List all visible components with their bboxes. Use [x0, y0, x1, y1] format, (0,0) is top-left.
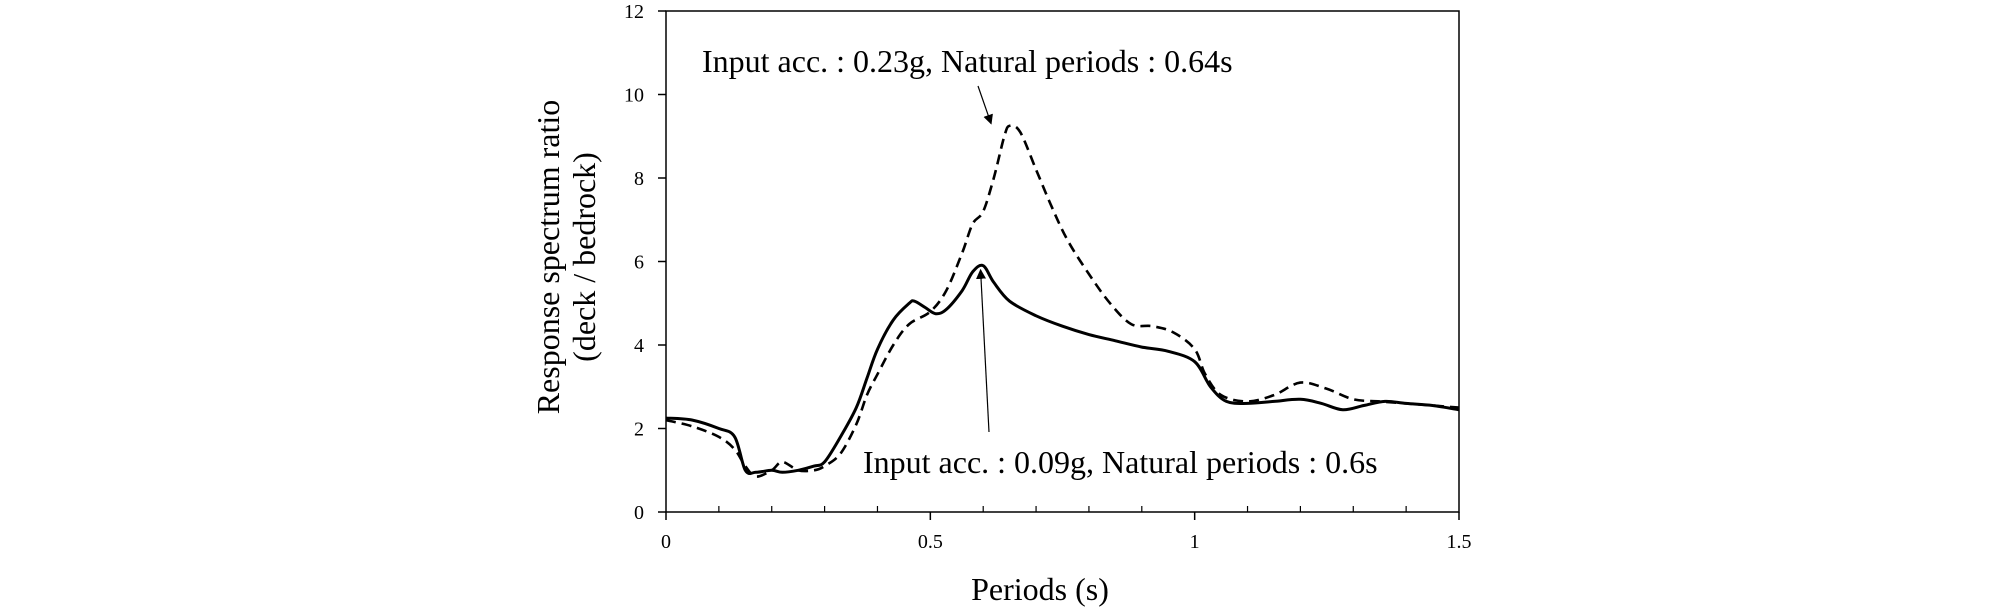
- dashed-series-line: [665, 124, 1460, 478]
- x-axis-title: Periods (s): [971, 571, 1109, 607]
- y-tick-label: 10: [624, 85, 644, 107]
- y-axis-title-line-2: (deck / bedrock): [566, 152, 602, 362]
- y-tick-label: 6: [634, 252, 644, 274]
- y-axis-title-line-1: Response spectrum ratio: [530, 100, 566, 415]
- series-group: [665, 124, 1460, 478]
- solid-series-line: [665, 263, 1460, 476]
- y-tick-label: 8: [634, 168, 644, 190]
- x-tick-label: 1: [1190, 531, 1200, 553]
- plot-frame: [665, 10, 1460, 513]
- annotation-arrow: [976, 268, 990, 433]
- axes: 0 2 4 6 8 10 12 0 0.5 1 1.5: [624, 1, 1472, 553]
- y-tick-label: 2: [634, 419, 644, 441]
- y-tick-label: 12: [624, 1, 644, 23]
- annotation-high-input: Input acc. : 0.23g, Natural periods : 0.…: [702, 43, 1233, 79]
- labels-group: Periods (s) Response spectrum ratio (dec…: [530, 43, 1378, 607]
- x-tick-label: 1.5: [1447, 531, 1472, 553]
- x-tick-label: 0: [661, 531, 671, 553]
- x-tick-label: 0.5: [918, 531, 943, 553]
- annotation-low-input: Input acc. : 0.09g, Natural periods : 0.…: [863, 444, 1378, 480]
- annotation-arrow: [977, 85, 993, 125]
- y-tick-label: 4: [634, 335, 644, 357]
- y-tick-label: 0: [634, 502, 644, 524]
